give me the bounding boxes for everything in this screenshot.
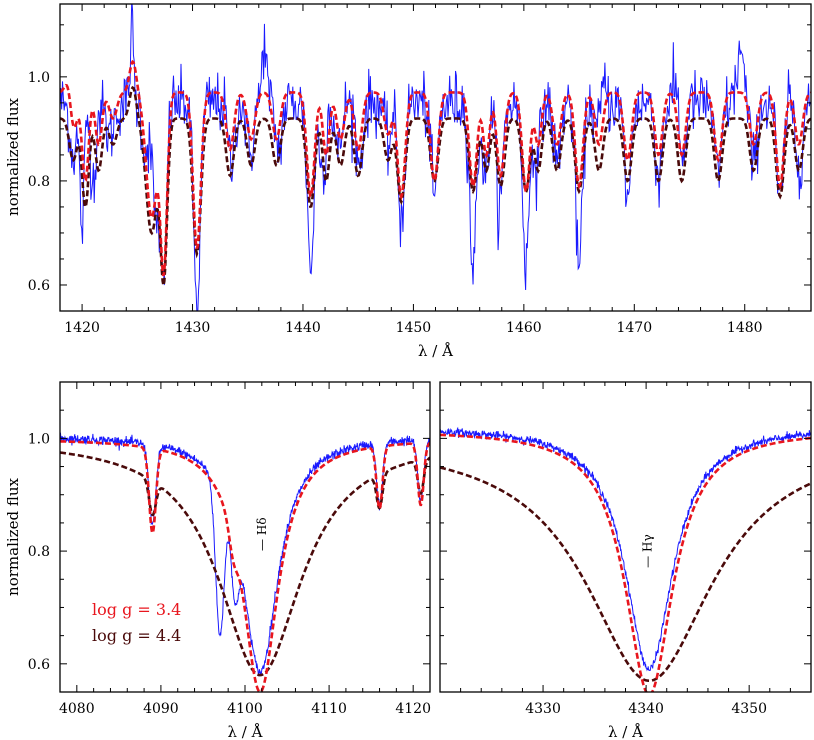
model-spectrum-line-2 <box>440 466 811 683</box>
panel-h-delta: 4080 4090 4100 4110 4120 0.6 0.8 1.0 λ / Å normal… <box>4 381 431 740</box>
legend-entry: log g = 4.4 <box>92 626 181 645</box>
observed-spectrum-line <box>440 426 811 672</box>
x-tick-label: 1460 <box>506 320 542 336</box>
observed-spectrum-line <box>60 432 430 677</box>
x-tick-label: 4340 <box>628 701 664 717</box>
y-tick-label: 1.0 <box>28 431 50 447</box>
plot-area <box>440 426 811 692</box>
x-tick-label: 1450 <box>396 320 432 336</box>
model-spectrum-line-1 <box>60 59 811 277</box>
x-tick-label: 4090 <box>143 701 179 717</box>
x-axis-label: λ / Å <box>418 342 453 360</box>
axes-frame <box>59 3 812 312</box>
x-tick-label: 1430 <box>175 320 211 336</box>
x-tick-label: 1480 <box>727 320 763 336</box>
y-tick-label: 0.8 <box>28 174 50 190</box>
plot-area <box>60 4 811 311</box>
y-axis-label: normalized flux <box>4 98 22 216</box>
panel-h-gamma: 4330 4340 4350 λ / Å — Hγ <box>439 381 812 740</box>
model-spectrum-line-2 <box>60 451 430 677</box>
y-axis-label: normalized flux <box>4 478 22 596</box>
y-tick-label: 0.8 <box>28 544 50 560</box>
legend-entry: log g = 3.4 <box>92 600 181 619</box>
y-tick-label: 0.6 <box>28 657 50 673</box>
x-tick-label: 4120 <box>395 701 431 717</box>
x-tick-label: 1420 <box>64 320 100 336</box>
x-tick-label: 1470 <box>616 320 652 336</box>
x-tick-label: 4330 <box>525 701 561 717</box>
panel-top-uv: 1420 1430 1440 1450 1460 1470 1480 0.6 0.8 1.0 λ /… <box>4 3 812 360</box>
x-axis-label: λ / Å <box>608 723 643 740</box>
model-spectrum-line-1 <box>60 440 430 692</box>
x-tick-label: 4110 <box>311 701 347 717</box>
x-tick-label: 4100 <box>227 701 263 717</box>
model-spectrum-line-1 <box>440 433 811 692</box>
x-axis-label: λ / Å <box>228 723 263 740</box>
line-id-label: — Hδ <box>255 517 269 551</box>
line-id-label: — Hγ <box>640 534 654 567</box>
axes-frame <box>439 381 812 693</box>
x-tick-label: 4080 <box>59 701 95 717</box>
y-tick-label: 1.0 <box>28 70 50 86</box>
plot-area <box>60 432 430 692</box>
observed-spectrum-line <box>60 4 811 311</box>
axes-frame <box>59 381 431 693</box>
x-tick-label: 4350 <box>731 701 767 717</box>
x-tick-label: 1440 <box>285 320 321 336</box>
y-tick-label: 0.6 <box>28 278 50 294</box>
